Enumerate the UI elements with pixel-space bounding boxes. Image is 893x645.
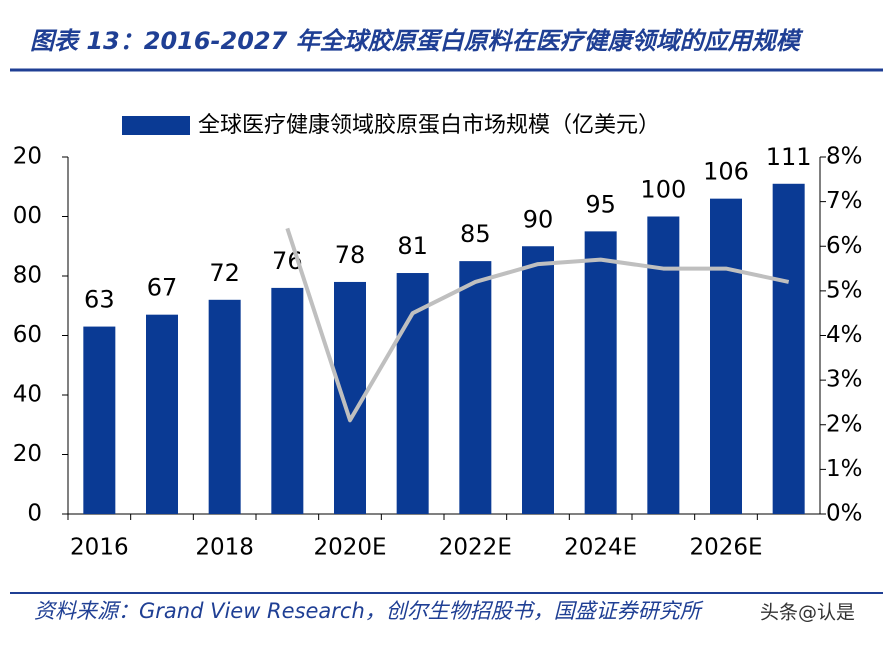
watermark-bg xyxy=(752,598,882,628)
y-tick-label: 20 xyxy=(13,441,42,467)
x-tick-label: 2020E xyxy=(313,535,386,561)
bar xyxy=(271,287,304,514)
source-note: 资料来源：Grand View Research，创尔生物招股书，国盛证券研究所 xyxy=(34,599,704,623)
y2-tick-label: 0% xyxy=(826,501,863,527)
value-label: 72 xyxy=(209,259,240,287)
value-label: 111 xyxy=(766,143,812,171)
legend-label: 全球医疗健康领域胶原蛋白市场规模（亿美元） xyxy=(198,113,660,138)
legend-swatch xyxy=(122,116,190,135)
y-tick-label: 20 xyxy=(13,144,42,170)
y-tick-label: 00 xyxy=(13,203,42,229)
bar xyxy=(772,183,805,514)
y-tick-label: 40 xyxy=(13,382,42,408)
watermark: 头条@认是 xyxy=(760,602,855,624)
chart-title: 图表 13：2016-2027 年全球胶原蛋白原料在医疗健康领域的应用规模 xyxy=(30,27,804,55)
bar xyxy=(647,216,680,514)
value-label: 90 xyxy=(523,205,554,233)
y2-tick-label: 3% xyxy=(826,367,863,393)
y2-tick-label: 8% xyxy=(826,144,863,170)
x-tick-label: 2024E xyxy=(564,535,637,561)
bar xyxy=(208,299,241,514)
bar xyxy=(584,231,617,514)
y-tick-label: 80 xyxy=(13,263,42,289)
x-tick-label: 2018 xyxy=(195,535,254,561)
y2-tick-label: 1% xyxy=(826,456,863,482)
y2-tick-label: 5% xyxy=(826,277,863,303)
x-tick-label: 2022E xyxy=(439,535,512,561)
line-series xyxy=(285,227,790,423)
value-label: 100 xyxy=(640,176,686,204)
bar xyxy=(459,261,492,514)
x-tick-label: 2016 xyxy=(70,535,129,561)
x-tick-label: 2026E xyxy=(689,535,762,561)
value-label: 78 xyxy=(335,241,366,269)
value-label: 81 xyxy=(397,232,428,260)
y2-tick-label: 7% xyxy=(826,188,863,214)
bar xyxy=(710,198,742,514)
value-label: 85 xyxy=(460,220,491,248)
bar xyxy=(522,246,554,514)
value-label: 106 xyxy=(703,158,749,186)
value-label: 63 xyxy=(84,286,115,314)
y2-tick-label: 2% xyxy=(826,411,863,437)
bar xyxy=(334,281,366,514)
bar xyxy=(146,314,178,514)
y-tick-label: 60 xyxy=(13,322,42,348)
y2-tick-label: 6% xyxy=(826,233,863,259)
y2-tick-label: 4% xyxy=(826,322,863,348)
bar xyxy=(83,326,116,514)
value-label: 67 xyxy=(147,274,178,302)
y-tick-label: 0 xyxy=(27,501,42,527)
value-label: 95 xyxy=(585,190,616,218)
